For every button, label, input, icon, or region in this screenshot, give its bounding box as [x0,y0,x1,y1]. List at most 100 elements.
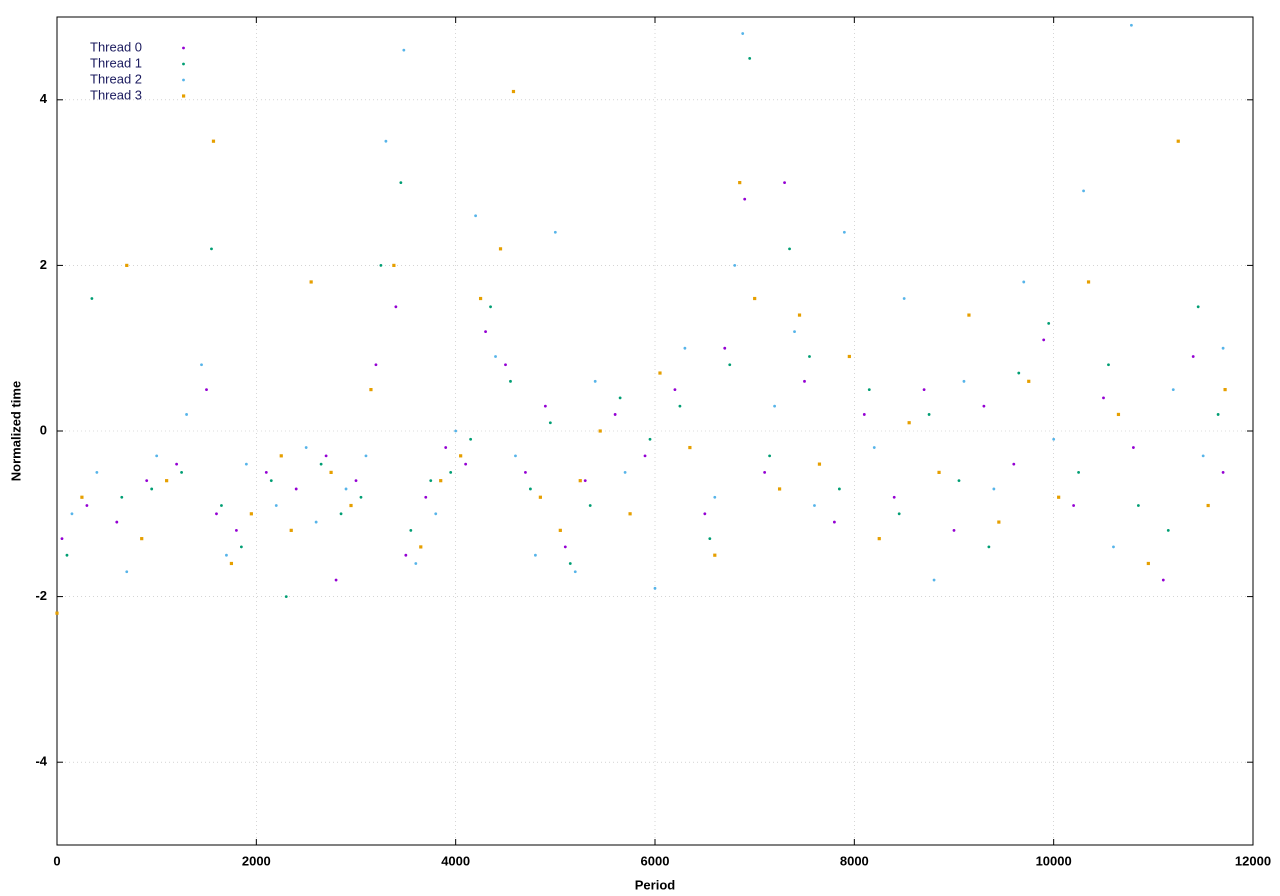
point [688,445,692,450]
point [583,479,587,483]
point [1146,561,1150,566]
point [728,363,732,367]
point [558,528,562,532]
point [534,553,537,557]
point [563,545,567,549]
point [713,553,717,557]
point [1206,503,1210,508]
point [578,479,582,483]
point [613,413,617,416]
point [628,512,632,516]
point [987,545,991,549]
point [598,429,602,433]
point [967,313,971,317]
point [553,230,557,234]
point [573,570,577,574]
point [618,396,622,400]
point [274,504,278,507]
point [1077,471,1080,474]
y-axis-label: Normalized time [8,381,23,481]
point [324,454,328,458]
point [494,355,497,358]
point [85,504,89,507]
point [429,479,433,483]
point [997,520,1001,524]
legend-label: Thread 3 [90,87,142,102]
point [1017,371,1021,375]
point [922,388,926,391]
point [424,495,428,499]
point [115,520,119,524]
legend-marker [182,78,185,82]
point [1052,437,1056,441]
point [1047,321,1051,325]
point [484,330,487,334]
point [249,512,253,516]
point [60,537,64,541]
point [90,297,94,300]
point [220,504,223,507]
legend-marker [182,94,186,98]
point [524,471,527,474]
point [937,470,941,474]
point [817,462,822,466]
point [1082,189,1085,193]
point [504,363,507,367]
point [867,388,871,391]
y-tick-label: 2 [40,257,47,272]
point [70,512,74,516]
point [763,471,767,474]
point [225,553,228,557]
point [215,512,218,516]
point [489,305,492,309]
point [364,454,368,458]
point [748,57,752,60]
point [529,487,532,491]
point [708,537,712,541]
point [339,512,343,516]
point [673,388,677,391]
point [932,578,936,582]
point [509,379,512,383]
point [833,520,836,524]
point [808,355,811,358]
point [1221,346,1225,350]
point [449,471,453,474]
y-tick-label: 0 [40,422,47,437]
point [837,487,841,491]
point [344,487,348,491]
point [872,446,876,449]
point [1216,413,1220,416]
x-axis-label: Period [635,877,676,892]
point [284,595,288,598]
point [125,263,129,267]
point [369,388,373,392]
point [743,197,747,201]
x-tick-label: 4000 [441,853,470,868]
point [235,528,238,532]
point [55,611,59,615]
point [648,437,652,441]
point [319,462,323,466]
point [1027,379,1031,383]
point [511,89,516,94]
point [538,495,542,499]
point [588,504,592,507]
point [444,446,448,449]
point [469,437,473,441]
point [753,296,757,301]
point [239,545,243,549]
point [409,528,413,532]
point [1112,545,1115,549]
point [309,280,313,284]
point [1107,363,1110,367]
point [897,512,901,516]
point [768,454,772,458]
point [419,545,423,549]
point [783,181,786,185]
point [264,471,268,474]
point [741,32,745,35]
legend-marker [182,62,185,66]
legend-label: Thread 0 [90,39,142,54]
